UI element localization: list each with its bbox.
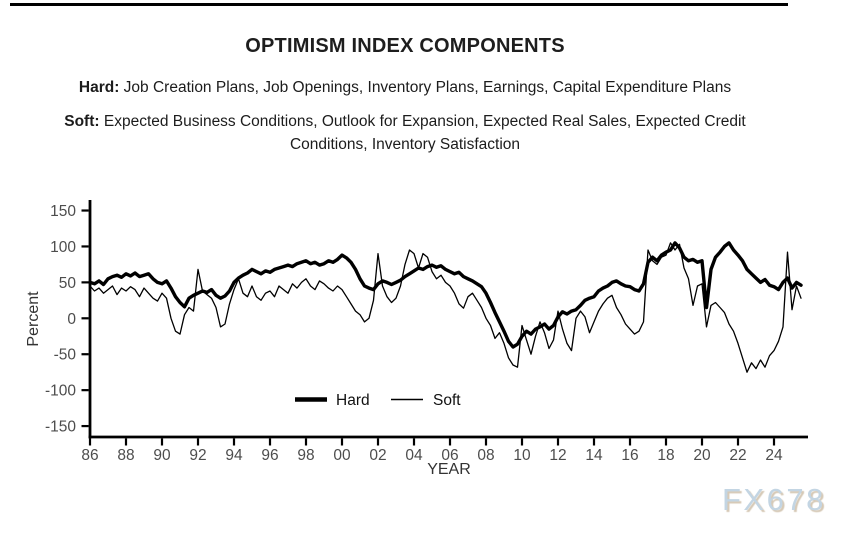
x-tick-label: 12 — [549, 447, 566, 464]
x-tick-label: 20 — [693, 447, 711, 464]
y-tick-label: 100 — [50, 239, 76, 256]
legend-soft-label: Soft — [433, 392, 461, 409]
x-tick-label: 98 — [297, 447, 314, 464]
x-tick-label: 24 — [765, 447, 783, 464]
x-tick-label: 00 — [333, 447, 351, 464]
x-axis-title: YEAR — [427, 461, 471, 478]
x-tick-label: 18 — [657, 447, 674, 464]
y-axis-title: Percent — [25, 291, 42, 347]
x-tick-label: 02 — [369, 447, 386, 464]
x-tick-label: 88 — [117, 447, 134, 464]
soft-text: Expected Business Conditions, Outlook fo… — [103, 113, 746, 153]
y-tick-label: 50 — [59, 275, 77, 292]
y-tick-label: 0 — [67, 311, 76, 328]
y-tick-label: -100 — [45, 383, 76, 400]
legend-hard-label: Hard — [336, 392, 370, 409]
x-tick-label: 92 — [189, 447, 206, 464]
x-tick-label: 06 — [441, 447, 458, 464]
x-tick-label: 86 — [81, 447, 98, 464]
fx678-watermark: FX678 — [722, 482, 826, 517]
x-tick-label: 16 — [621, 447, 638, 464]
x-tick-label: 94 — [225, 447, 243, 464]
y-tick-label: -50 — [54, 347, 77, 364]
hard-components-description: Hard: Job Creation Plans, Job Openings, … — [0, 79, 810, 97]
soft-series-line — [89, 242, 802, 373]
x-tick-label: 10 — [513, 447, 531, 464]
y-tick-label: 150 — [50, 203, 76, 220]
hard-series-line — [88, 241, 803, 349]
top-divider — [10, 3, 788, 6]
x-tick-label: 14 — [585, 447, 603, 464]
page-title: OPTIMISM INDEX COMPONENTS — [245, 35, 565, 57]
soft-components-description: Soft: Expected Business Conditions, Outl… — [55, 111, 755, 156]
x-tick-label: 04 — [405, 447, 423, 464]
x-tick-label: 90 — [153, 447, 171, 464]
hard-text: Job Creation Plans, Job Openings, Invent… — [123, 79, 732, 96]
y-tick-label: -150 — [45, 419, 76, 436]
x-tick-label: 96 — [261, 447, 278, 464]
x-tick-label: 22 — [729, 447, 746, 464]
soft-label: Soft: — [64, 113, 100, 130]
hard-label: Hard: — [78, 79, 120, 96]
x-tick-label: 08 — [477, 447, 494, 464]
